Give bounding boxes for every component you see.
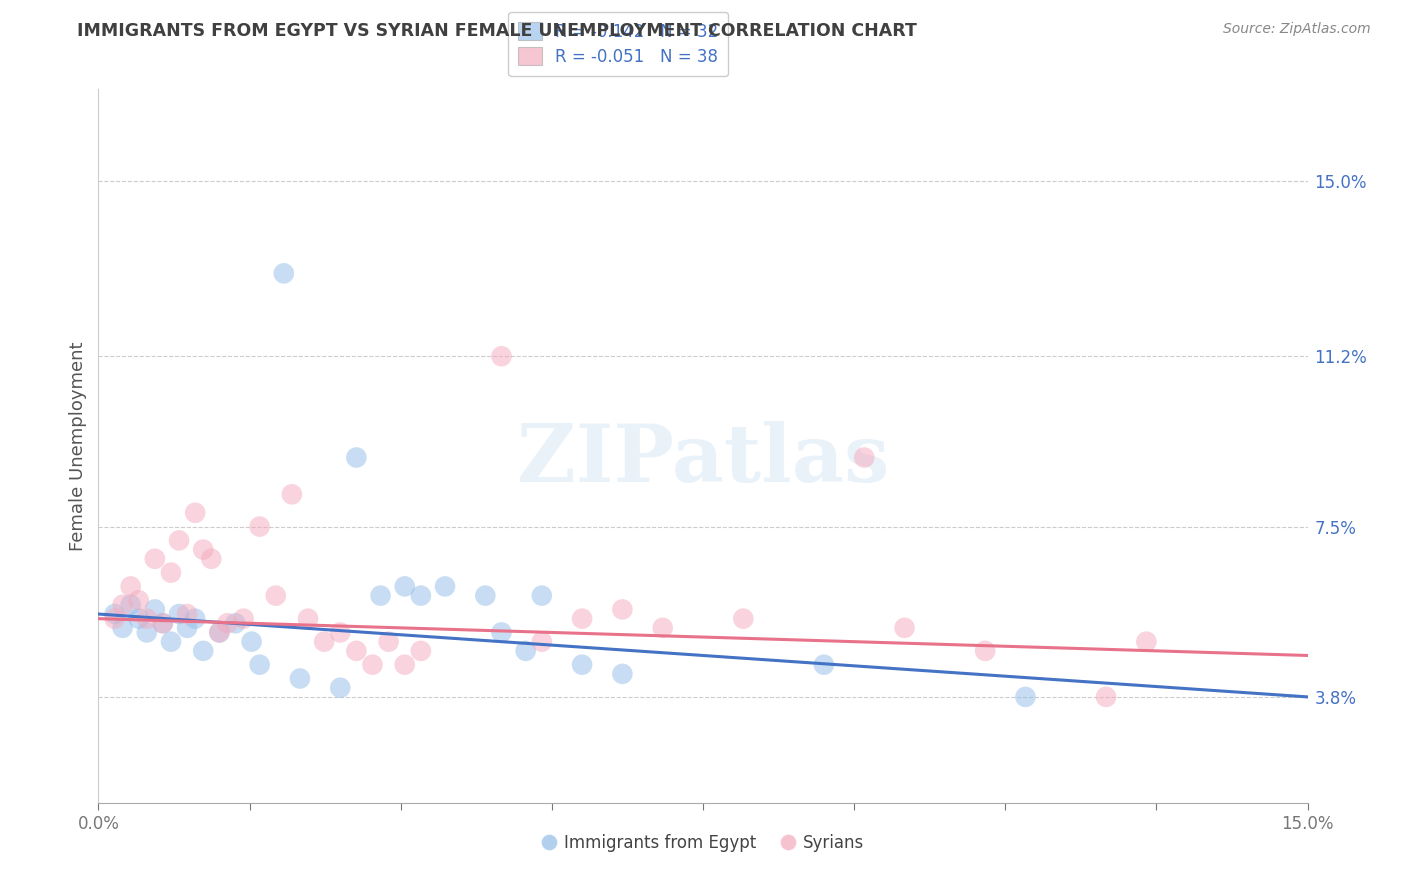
Point bbox=[184, 506, 207, 520]
Point bbox=[249, 519, 271, 533]
Point bbox=[249, 657, 271, 672]
Point bbox=[167, 607, 190, 621]
Point bbox=[571, 657, 593, 672]
Text: IMMIGRANTS FROM EGYPT VS SYRIAN FEMALE UNEMPLOYMENT CORRELATION CHART: IMMIGRANTS FROM EGYPT VS SYRIAN FEMALE U… bbox=[77, 22, 917, 40]
Point bbox=[651, 621, 673, 635]
Point bbox=[176, 621, 198, 635]
Point bbox=[1014, 690, 1036, 704]
Point bbox=[135, 625, 157, 640]
Point bbox=[1135, 634, 1157, 648]
Point bbox=[208, 625, 231, 640]
Point bbox=[128, 593, 150, 607]
Point bbox=[120, 598, 142, 612]
Point bbox=[288, 672, 311, 686]
Point bbox=[143, 602, 166, 616]
Point bbox=[571, 612, 593, 626]
Point bbox=[103, 607, 125, 621]
Point bbox=[377, 634, 399, 648]
Point bbox=[240, 634, 263, 648]
Point bbox=[208, 625, 231, 640]
Point bbox=[111, 598, 134, 612]
Point bbox=[314, 634, 336, 648]
Point bbox=[394, 657, 416, 672]
Point bbox=[491, 625, 513, 640]
Point bbox=[143, 551, 166, 566]
Point bbox=[297, 612, 319, 626]
Point bbox=[135, 612, 157, 626]
Point bbox=[152, 616, 174, 631]
Point bbox=[813, 657, 835, 672]
Point bbox=[344, 644, 367, 658]
Point bbox=[128, 612, 150, 626]
Point bbox=[409, 644, 432, 658]
Point bbox=[224, 616, 246, 631]
Point bbox=[273, 266, 295, 280]
Point bbox=[394, 579, 416, 593]
Point bbox=[329, 681, 352, 695]
Point bbox=[474, 589, 496, 603]
Point bbox=[491, 349, 513, 363]
Text: ZIPatlas: ZIPatlas bbox=[517, 421, 889, 500]
Point bbox=[893, 621, 915, 635]
Point bbox=[612, 666, 634, 681]
Point bbox=[111, 621, 134, 635]
Point bbox=[264, 589, 287, 603]
Point bbox=[853, 450, 876, 465]
Text: Source: ZipAtlas.com: Source: ZipAtlas.com bbox=[1223, 22, 1371, 37]
Point bbox=[103, 612, 125, 626]
Legend: Immigrants from Egypt, Syrians: Immigrants from Egypt, Syrians bbox=[536, 828, 870, 859]
Point bbox=[370, 589, 392, 603]
Y-axis label: Female Unemployment: Female Unemployment bbox=[69, 342, 87, 550]
Point bbox=[152, 616, 174, 631]
Point bbox=[176, 607, 198, 621]
Point bbox=[530, 589, 553, 603]
Point bbox=[612, 602, 634, 616]
Point bbox=[193, 644, 215, 658]
Point bbox=[160, 634, 183, 648]
Point bbox=[329, 625, 352, 640]
Point bbox=[281, 487, 304, 501]
Point bbox=[217, 616, 239, 631]
Point bbox=[200, 551, 222, 566]
Point bbox=[434, 579, 457, 593]
Point bbox=[120, 579, 142, 593]
Point bbox=[409, 589, 432, 603]
Point bbox=[530, 634, 553, 648]
Point bbox=[160, 566, 183, 580]
Point bbox=[974, 644, 997, 658]
Point bbox=[167, 533, 190, 548]
Point bbox=[733, 612, 755, 626]
Point bbox=[184, 612, 207, 626]
Point bbox=[193, 542, 215, 557]
Point bbox=[515, 644, 537, 658]
Point bbox=[361, 657, 384, 672]
Point bbox=[344, 450, 367, 465]
Point bbox=[232, 612, 254, 626]
Point bbox=[1095, 690, 1118, 704]
